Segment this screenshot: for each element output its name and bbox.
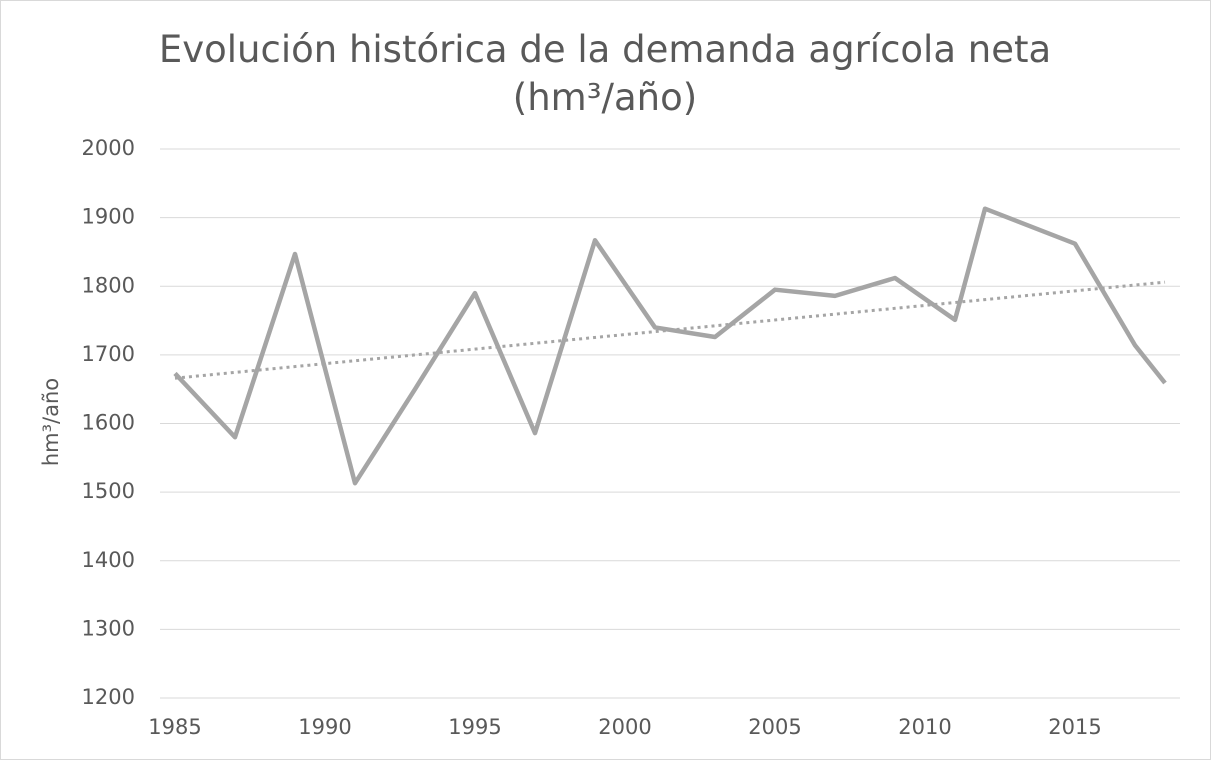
y-tick-label: 1900 (82, 205, 135, 229)
y-tick-label: 1800 (82, 273, 135, 297)
chart-title: Evolución histórica de la demanda agríco… (158, 28, 1052, 119)
x-tick-label: 1995 (448, 715, 501, 739)
y-tick-label: 2000 (82, 136, 135, 160)
x-tick-label: 1990 (298, 715, 351, 739)
y-axis-label: hm³/año (39, 378, 63, 466)
y-tick-label: 1700 (82, 342, 135, 366)
y-tick-label: 1600 (82, 411, 135, 435)
x-tick-label: 1985 (148, 715, 201, 739)
x-tick-label: 2005 (748, 715, 801, 739)
x-tick-label: 2015 (1048, 715, 1101, 739)
data-line (173, 206, 1167, 486)
y-tick-label: 1500 (82, 479, 135, 503)
y-tick-label: 1200 (82, 685, 135, 709)
x-tick-label: 2010 (898, 715, 951, 739)
x-tick-label: 2000 (598, 715, 651, 739)
y-tick-label: 1300 (82, 616, 135, 640)
y-tick-label: 1400 (82, 548, 135, 572)
trend-line (174, 280, 1166, 380)
